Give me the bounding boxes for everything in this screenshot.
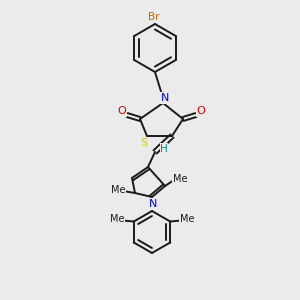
Text: O: O (196, 106, 206, 116)
Text: O: O (118, 106, 126, 116)
Text: Me: Me (111, 185, 125, 195)
Text: Br: Br (148, 12, 160, 22)
Text: Me: Me (173, 174, 187, 184)
Text: S: S (140, 138, 148, 148)
Text: N: N (161, 93, 169, 103)
Text: Me: Me (110, 214, 124, 224)
Text: Me: Me (180, 214, 194, 224)
Text: N: N (149, 199, 157, 209)
Text: H: H (160, 144, 168, 154)
